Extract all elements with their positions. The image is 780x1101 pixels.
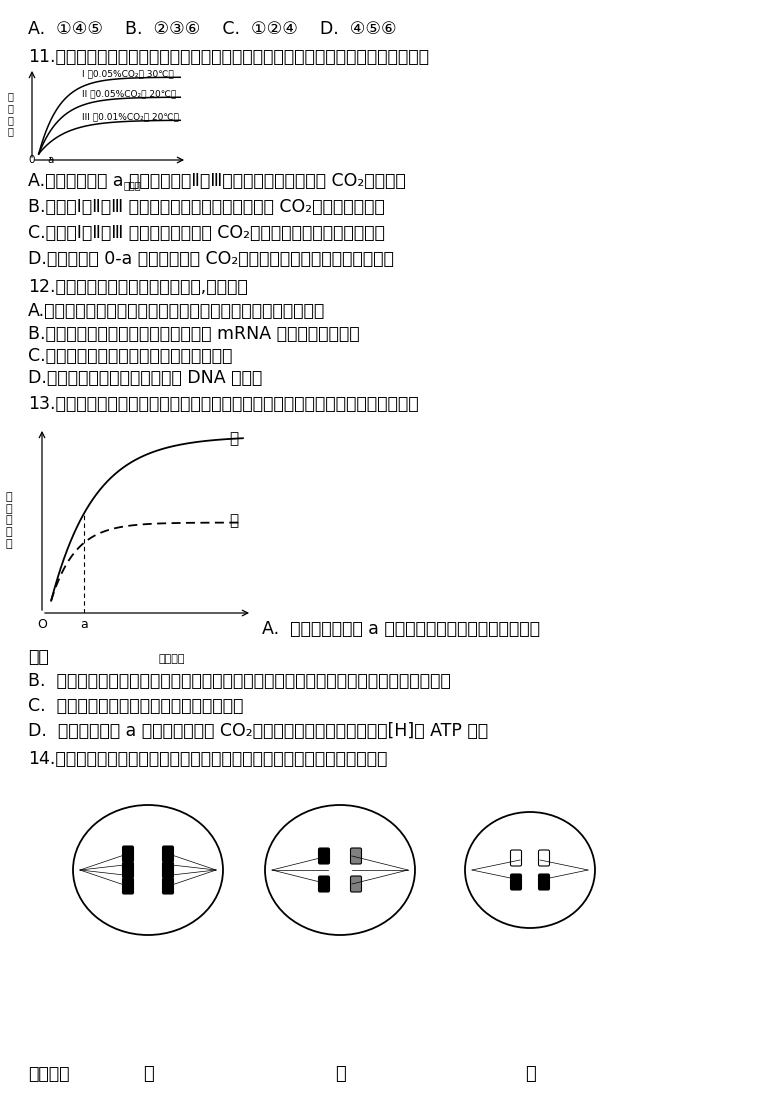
Text: D.  若光照强度为 a 时降低甲植物的 CO₂浓度，则短时间内叶绻理中的[H]和 ATP 减少: D. 若光照强度为 a 时降低甲植物的 CO₂浓度，则短时间内叶绻理中的[H]和… bbox=[28, 722, 488, 740]
Text: O: O bbox=[37, 618, 47, 631]
Text: C.原癌基因和抑癌基因在正常细胞中不表达: C.原癌基因和抑癌基因在正常细胞中不表达 bbox=[28, 347, 232, 366]
FancyBboxPatch shape bbox=[538, 850, 549, 866]
Text: 光
合
速
率: 光 合 速 率 bbox=[7, 91, 13, 137]
Text: 甲: 甲 bbox=[229, 432, 239, 446]
Text: 的多: 的多 bbox=[28, 648, 48, 666]
Text: A.  ①④⑤    B.  ②③⑥    C.  ①②④    D.  ④⑤⑥: A. ①④⑤ B. ②③⑥ C. ①②④ D. ④⑤⑥ bbox=[28, 20, 396, 39]
FancyBboxPatch shape bbox=[510, 874, 522, 890]
Text: B.  甲、乙两种植物单独种植时，若种植密度过大，则净光合速率下降幅度较大的是植物甲: B. 甲、乙两种植物单独种植时，若种植密度过大，则净光合速率下降幅度较大的是植物… bbox=[28, 672, 451, 690]
Text: 丙: 丙 bbox=[525, 1065, 535, 1083]
Text: A.  当光照强度低于 a 时，甲植物积累的有机物比乙植物: A. 当光照强度低于 a 时，甲植物积累的有机物比乙植物 bbox=[262, 620, 540, 637]
Text: 光强度: 光强度 bbox=[124, 181, 141, 190]
Text: III （0.01%CO₂， 20℃）: III （0.01%CO₂， 20℃） bbox=[82, 112, 179, 121]
FancyBboxPatch shape bbox=[122, 877, 133, 894]
FancyBboxPatch shape bbox=[318, 848, 329, 864]
FancyBboxPatch shape bbox=[318, 876, 329, 892]
Text: 0: 0 bbox=[29, 154, 35, 165]
FancyBboxPatch shape bbox=[162, 862, 173, 877]
Text: 乙: 乙 bbox=[229, 513, 239, 527]
Text: a: a bbox=[47, 154, 53, 165]
Text: D.衰老细胞内染色质固缩有利于 DNA 的复制: D.衰老细胞内染色质固缩有利于 DNA 的复制 bbox=[28, 369, 262, 386]
Text: B.造血干细胞分化形成的多种细胞中， mRNA 的种类和数量相同: B.造血干细胞分化形成的多种细胞中， mRNA 的种类和数量相同 bbox=[28, 325, 360, 344]
Text: B.　曲线Ⅰ、Ⅱ、Ⅲ 表明，光合速率受光强、温度和 CO₂浓度的综合影响: B. 曲线Ⅰ、Ⅱ、Ⅲ 表明，光合速率受光强、温度和 CO₂浓度的综合影响 bbox=[28, 198, 385, 216]
Text: C.  甲、乙两种植物中，甲的呼吸速率低于乙: C. 甲、乙两种植物中，甲的呼吸速率低于乙 bbox=[28, 697, 243, 715]
Text: I （0.05%CO₂， 30℃）: I （0.05%CO₂， 30℃） bbox=[82, 69, 174, 78]
FancyBboxPatch shape bbox=[122, 862, 133, 877]
FancyBboxPatch shape bbox=[538, 874, 549, 890]
Text: C.　曲线Ⅰ、Ⅱ、Ⅲ 表明，改变温度和 CO₂浓度对植物的光饱和点有影响: C. 曲线Ⅰ、Ⅱ、Ⅲ 表明，改变温度和 CO₂浓度对植物的光饱和点有影响 bbox=[28, 224, 385, 242]
FancyBboxPatch shape bbox=[510, 850, 522, 866]
FancyBboxPatch shape bbox=[350, 848, 361, 864]
FancyBboxPatch shape bbox=[122, 846, 133, 862]
Text: 13.甲、乙两种植物净光合速率随光照强度的变化趋势如图所示。下列说法正确的是: 13.甲、乙两种植物净光合速率随光照强度的变化趋势如图所示。下列说法正确的是 bbox=[28, 395, 419, 413]
Text: 14.下图是一个二倍体动物的几个细胞分裂示意图，据图所作的判断正确的是: 14.下图是一个二倍体动物的几个细胞分裂示意图，据图所作的判断正确的是 bbox=[28, 750, 388, 768]
Text: 甲: 甲 bbox=[143, 1065, 154, 1083]
Text: 光照强度: 光照强度 bbox=[159, 654, 186, 664]
Text: 12.下列与细胞生命历程有关的叙述,正确的是: 12.下列与细胞生命历程有关的叙述,正确的是 bbox=[28, 277, 248, 296]
FancyBboxPatch shape bbox=[162, 877, 173, 894]
Text: 净
光
合
速
率: 净 光 合 速 率 bbox=[5, 492, 12, 548]
Text: 乙: 乙 bbox=[335, 1065, 346, 1083]
FancyBboxPatch shape bbox=[162, 846, 173, 862]
Text: A.人的胚胎发育过程中，尾的消失是通过细胞编程性死亡实现的: A.人的胚胎发育过程中，尾的消失是通过细胞编程性死亡实现的 bbox=[28, 302, 325, 320]
Text: A.　光强度超过 a 时，造成曲线Ⅱ和Ⅲ光合速率差异的原因是 CO₂浓度不同: A. 光强度超过 a 时，造成曲线Ⅱ和Ⅲ光合速率差异的原因是 CO₂浓度不同 bbox=[28, 172, 406, 190]
FancyBboxPatch shape bbox=[350, 876, 361, 892]
Text: II （0.05%CO₂， 20℃）: II （0.05%CO₂， 20℃） bbox=[82, 89, 176, 98]
Text: 11.科学家研究环境因素对某植物光合速率的影响如下图，据图判断下列叙述错误的是: 11.科学家研究环境因素对某植物光合速率的影响如下图，据图判断下列叙述错误的是 bbox=[28, 48, 429, 66]
Text: D.　光强度为 0-a 时，适当提高 CO₂浓度和温度对光合速率有促进作用: D. 光强度为 0-a 时，适当提高 CO₂浓度和温度对光合速率有促进作用 bbox=[28, 250, 394, 268]
Text: 高三生物: 高三生物 bbox=[28, 1065, 69, 1083]
Text: a: a bbox=[80, 618, 88, 631]
